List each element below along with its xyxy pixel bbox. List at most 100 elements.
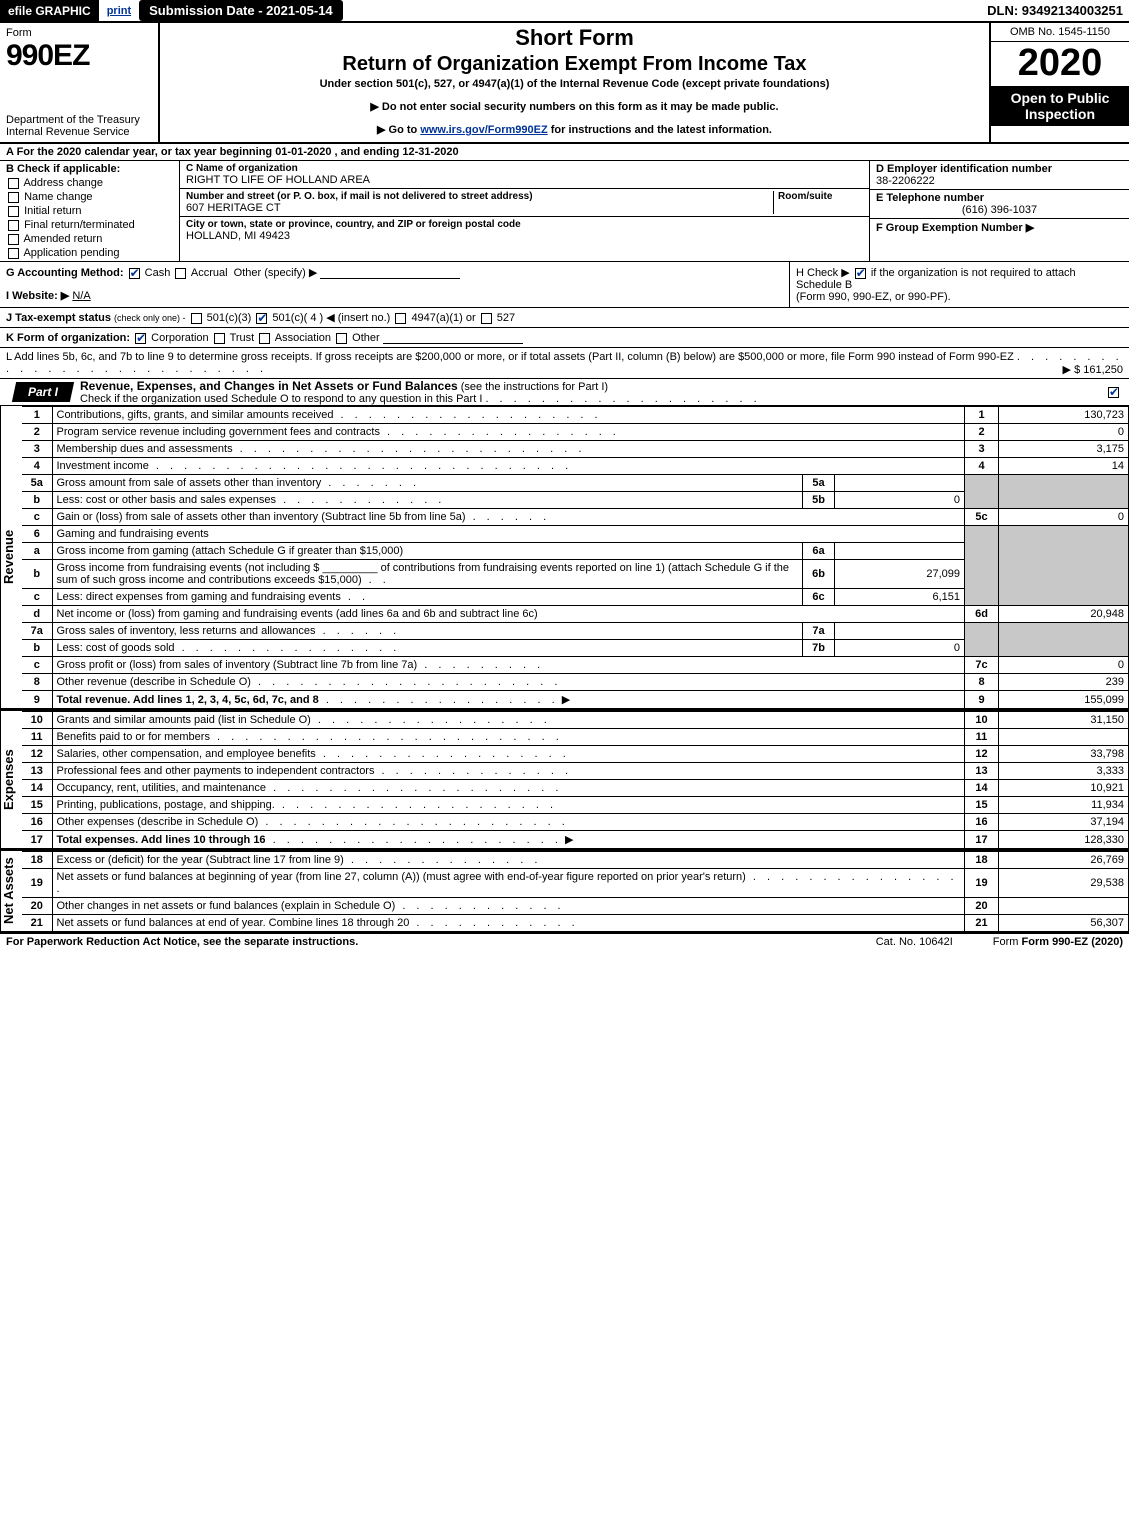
row-l: L Add lines 5b, 6c, and 7b to line 9 to …: [0, 348, 1129, 379]
chk-corp[interactable]: [135, 333, 146, 344]
chk-h[interactable]: [855, 268, 866, 279]
city-label: City or town, state or province, country…: [186, 219, 863, 230]
top-bar: efile GRAPHIC print Submission Date - 20…: [0, 0, 1129, 23]
print-link[interactable]: print: [99, 5, 139, 17]
row-g-h: G Accounting Method: Cash Accrual Other …: [0, 262, 1129, 308]
goto-pre: ▶ Go to: [377, 124, 420, 136]
other-specify-field[interactable]: [320, 266, 460, 279]
city: HOLLAND, MI 49423: [186, 230, 863, 242]
form-page-ref: Form Form 990-EZ (2020): [993, 936, 1123, 948]
form-header: Form 990EZ Department of the Treasury In…: [0, 23, 1129, 144]
revenue-section: Revenue 1 Contributions, gifts, grants, …: [0, 406, 1129, 711]
block-b-through-f: B Check if applicable: Address change Na…: [0, 161, 1129, 262]
line-6c: c Less: direct expenses from gaming and …: [22, 589, 1129, 606]
dln: DLN: 93492134003251: [981, 0, 1129, 21]
row-h: H Check ▶ if the organization is not req…: [789, 262, 1129, 307]
chk-501c3[interactable]: [191, 313, 202, 324]
irs-link[interactable]: www.irs.gov/Form990EZ: [420, 124, 547, 136]
room-label: Room/suite: [778, 191, 863, 202]
form-title: Short Form: [166, 25, 983, 51]
part-1-sub: Check if the organization used Schedule …: [80, 393, 482, 405]
line-14: 14 Occupancy, rent, utilities, and maint…: [22, 780, 1129, 797]
chk-address-change[interactable]: Address change: [6, 177, 173, 189]
l-text: L Add lines 5b, 6c, and 7b to line 9 to …: [6, 351, 1014, 363]
line-18: 18 Excess or (deficit) for the year (Sub…: [22, 852, 1129, 869]
chk-trust[interactable]: [214, 333, 225, 344]
street: 607 HERITAGE CT: [186, 202, 773, 214]
tax-year: 2020: [991, 42, 1129, 86]
phone-label: E Telephone number: [876, 192, 1123, 204]
line-1: 1 Contributions, gifts, grants, and simi…: [22, 407, 1129, 424]
line-7c: c Gross profit or (loss) from sales of i…: [22, 657, 1129, 674]
expenses-table: 10 Grants and similar amounts paid (list…: [22, 711, 1129, 849]
open-inspection: Open to Public Inspection: [991, 86, 1129, 126]
ein-value: 38-2206222: [876, 175, 1123, 187]
line-11: 11 Benefits paid to or for members . . .…: [22, 729, 1129, 746]
chk-schedule-o[interactable]: [1108, 387, 1119, 398]
line-7a: 7a Gross sales of inventory, less return…: [22, 623, 1129, 640]
chk-assoc[interactable]: [259, 333, 270, 344]
expenses-section: Expenses 10 Grants and similar amounts p…: [0, 711, 1129, 851]
row-j: J Tax-exempt status (check only one) - 5…: [0, 308, 1129, 328]
line-15: 15 Printing, publications, postage, and …: [22, 797, 1129, 814]
line-6b: b Gross income from fundraising events (…: [22, 560, 1129, 589]
group-exemption-label: F Group Exemption Number ▶: [876, 222, 1034, 234]
line-2: 2 Program service revenue including gove…: [22, 424, 1129, 441]
goto-line: ▶ Go to www.irs.gov/Form990EZ for instru…: [166, 123, 983, 136]
j-note: (check only one) -: [114, 313, 186, 323]
part-1-tag: Part I: [12, 382, 74, 402]
inspect-line1: Open to Public: [993, 90, 1127, 106]
efile-badge: efile GRAPHIC: [0, 0, 99, 21]
g-label: G Accounting Method:: [6, 267, 124, 279]
pra-notice: For Paperwork Reduction Act Notice, see …: [6, 936, 358, 948]
other-org-field[interactable]: [383, 331, 523, 344]
i-label: I Website: ▶: [6, 290, 69, 302]
line-19: 19 Net assets or fund balances at beginn…: [22, 869, 1129, 898]
line-6a: a Gross income from gaming (attach Sched…: [22, 543, 1129, 560]
chk-application-pending[interactable]: Application pending: [6, 247, 173, 259]
goto-post: for instructions and the latest informat…: [551, 124, 772, 136]
chk-amended-return[interactable]: Amended return: [6, 233, 173, 245]
chk-4947[interactable]: [395, 313, 406, 324]
chk-accrual[interactable]: [175, 268, 186, 279]
line-6: 6 Gaming and fundraising events: [22, 526, 1129, 543]
line-8: 8 Other revenue (describe in Schedule O)…: [22, 674, 1129, 691]
ssn-warning: ▶ Do not enter social security numbers o…: [166, 100, 983, 113]
chk-527[interactable]: [481, 313, 492, 324]
omb-number: OMB No. 1545-1150: [991, 23, 1129, 42]
part-1-title: Revenue, Expenses, and Changes in Net As…: [80, 379, 458, 393]
chk-other-org[interactable]: [336, 333, 347, 344]
chk-501c[interactable]: [256, 313, 267, 324]
line-5c: c Gain or (loss) from sale of assets oth…: [22, 509, 1129, 526]
chk-initial-return[interactable]: Initial return: [6, 205, 173, 217]
revenue-table: 1 Contributions, gifts, grants, and simi…: [22, 406, 1129, 709]
header-left: Form 990EZ Department of the Treasury In…: [0, 23, 160, 142]
line-3: 3 Membership dues and assessments . . . …: [22, 441, 1129, 458]
dept-line1: Department of the Treasury: [6, 114, 152, 126]
box-d-e-f: D Employer identification number 38-2206…: [869, 161, 1129, 261]
catalog-number: Cat. No. 10642I: [876, 936, 953, 948]
line-20: 20 Other changes in net assets or fund b…: [22, 898, 1129, 915]
efile-label: efile GRAPHIC: [8, 4, 91, 18]
chk-name-change[interactable]: Name change: [6, 191, 173, 203]
line-10: 10 Grants and similar amounts paid (list…: [22, 712, 1129, 729]
line-7b: b Less: cost of goods sold . . . . . . .…: [22, 640, 1129, 657]
form-number: 990EZ: [6, 39, 152, 73]
header-right: OMB No. 1545-1150 2020 Open to Public In…: [989, 23, 1129, 142]
form-label: Form: [6, 27, 152, 39]
part-1-paren: (see the instructions for Part I): [461, 381, 608, 393]
line-4: 4 Investment income . . . . . . . . . . …: [22, 458, 1129, 475]
expenses-vlabel: Expenses: [0, 711, 22, 849]
j-label: J Tax-exempt status: [6, 312, 111, 324]
street-label: Number and street (or P. O. box, if mail…: [186, 191, 773, 202]
box-b: B Check if applicable: Address change Na…: [0, 161, 180, 261]
page-footer: For Paperwork Reduction Act Notice, see …: [0, 934, 1129, 950]
header-center: Short Form Return of Organization Exempt…: [160, 23, 989, 142]
box-b-header: B Check if applicable:: [6, 163, 173, 175]
chk-cash[interactable]: [129, 268, 140, 279]
line-12: 12 Salaries, other compensation, and emp…: [22, 746, 1129, 763]
chk-final-return[interactable]: Final return/terminated: [6, 219, 173, 231]
part-1-header: Part I Revenue, Expenses, and Changes in…: [0, 379, 1129, 406]
revenue-vlabel: Revenue: [0, 406, 22, 709]
net-assets-table: 18 Excess or (deficit) for the year (Sub…: [22, 851, 1129, 932]
